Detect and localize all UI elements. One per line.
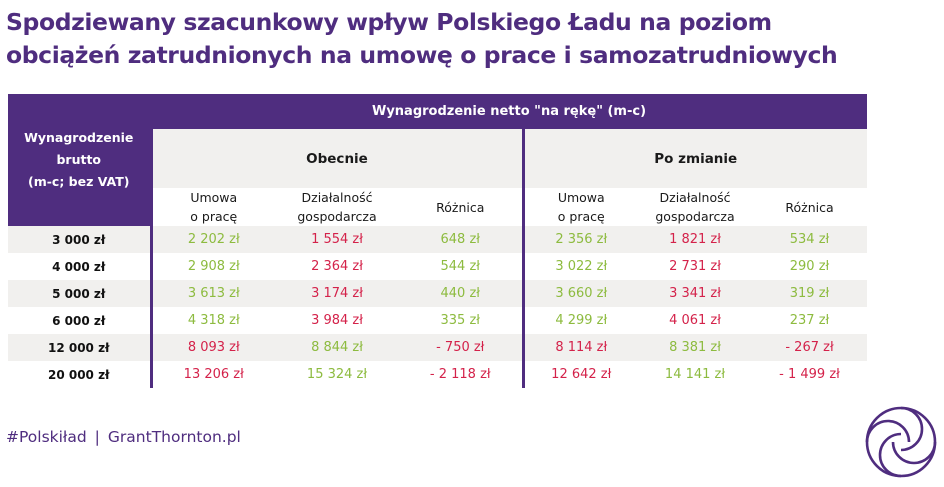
netto-cell: 14 141 zł	[638, 361, 752, 388]
netto-cell: 1 554 zł	[275, 226, 399, 253]
netto-cell: 3 660 zł	[521, 280, 638, 307]
netto-cell: 2 202 zł	[149, 226, 275, 253]
col-header-employment-current: Umowa o pracę	[149, 188, 275, 226]
netto-cell: 2 364 zł	[275, 253, 399, 280]
netto-cell: 3 984 zł	[275, 307, 399, 334]
netto-cell: 4 061 zł	[638, 307, 752, 334]
title-line-2: obciążeń zatrudnionych na umowę o prace …	[6, 41, 838, 69]
table-row: 4 000 zł 2 908 zł 2 364 zł 544 zł 3 022 zł 2 …	[8, 253, 868, 280]
netto-cell: 8 114 zł	[521, 334, 638, 361]
difference-cell: - 1 499 zł	[752, 361, 868, 388]
group-header-current: Obecnie	[149, 129, 523, 188]
netto-cell: 12 642 zł	[521, 361, 638, 388]
difference-cell: 335 zł	[399, 307, 523, 334]
site-link[interactable]: GrantThornton.pl	[107, 428, 241, 446]
difference-cell: 440 zł	[399, 280, 523, 307]
title-line-1: Spodziewany szacunkowy wpływ Polskiego Ł…	[6, 8, 772, 36]
netto-cell: 3 613 zł	[149, 280, 275, 307]
col-header-difference-after: Różnica	[752, 188, 868, 226]
col-header-employment-after: Umowa o pracę	[521, 188, 638, 226]
netto-header: Wynagrodzenie netto "na rękę" (m-c)	[151, 94, 868, 129]
salary-comparison-table: Wynagrodzenie brutto (m-c; bez VAT) Wyna…	[8, 94, 868, 389]
group-header-after-change: Po zmianie	[521, 129, 868, 188]
netto-cell: 3 174 zł	[275, 280, 399, 307]
netto-cell: 8 381 zł	[638, 334, 752, 361]
netto-cell: 4 318 zł	[149, 307, 275, 334]
netto-cell: 4 299 zł	[521, 307, 638, 334]
netto-cell: 1 821 zł	[638, 226, 752, 253]
netto-cell: 2 731 zł	[638, 253, 752, 280]
col-header-difference-current: Różnica	[399, 188, 523, 226]
hashtag: #Polskiład	[6, 428, 87, 446]
brutto-cell: 3 000 zł	[8, 226, 151, 253]
table-row: 5 000 zł 3 613 zł 3 174 zł 440 zł 3 660 zł 3 …	[8, 280, 868, 307]
difference-cell: - 267 zł	[752, 334, 868, 361]
footer: #Polskiład | GrantThornton.pl	[6, 428, 241, 446]
difference-cell: 534 zł	[752, 226, 868, 253]
difference-cell: 544 zł	[399, 253, 523, 280]
brutto-cell: 20 000 zł	[8, 361, 151, 388]
col-header-business-after: Działalność gospodarcza	[638, 188, 752, 226]
col-header-business-current: Działalność gospodarcza	[275, 188, 399, 226]
difference-cell: 648 zł	[399, 226, 523, 253]
netto-cell: 2 356 zł	[521, 226, 638, 253]
table-row: 6 000 zł 4 318 zł 3 984 zł 335 zł 4 299 zł 4 …	[8, 307, 868, 334]
netto-cell: 8 093 zł	[149, 334, 275, 361]
grant-thornton-logo-icon	[865, 406, 937, 478]
difference-cell: 237 zł	[752, 307, 868, 334]
table-row: 12 000 zł 8 093 zł 8 844 zł - 750 zł 8 114 z…	[8, 334, 868, 361]
netto-cell: 8 844 zł	[275, 334, 399, 361]
table-row: 3 000 zł 2 202 zł 1 554 zł 648 zł 2 356 zł 1 …	[8, 226, 868, 253]
page-title: Spodziewany szacunkowy wpływ Polskiego Ł…	[6, 6, 936, 72]
brutto-cell: 12 000 zł	[8, 334, 151, 361]
netto-cell: 2 908 zł	[149, 253, 275, 280]
difference-cell: - 2 118 zł	[399, 361, 523, 388]
difference-cell: 290 zł	[752, 253, 868, 280]
difference-cell: - 750 zł	[399, 334, 523, 361]
footer-separator: |	[94, 428, 100, 446]
brutto-cell: 5 000 zł	[8, 280, 151, 307]
table-row: 20 000 zł 13 206 zł 15 324 zł - 2 118 zł 12 …	[8, 361, 868, 388]
brutto-cell: 6 000 zł	[8, 307, 151, 334]
netto-cell: 15 324 zł	[275, 361, 399, 388]
brutto-header: Wynagrodzenie brutto (m-c; bez VAT)	[8, 94, 151, 226]
netto-cell: 3 022 zł	[521, 253, 638, 280]
netto-cell: 13 206 zł	[149, 361, 275, 388]
difference-cell: 319 zł	[752, 280, 868, 307]
netto-cell: 3 341 zł	[638, 280, 752, 307]
brutto-cell: 4 000 zł	[8, 253, 151, 280]
